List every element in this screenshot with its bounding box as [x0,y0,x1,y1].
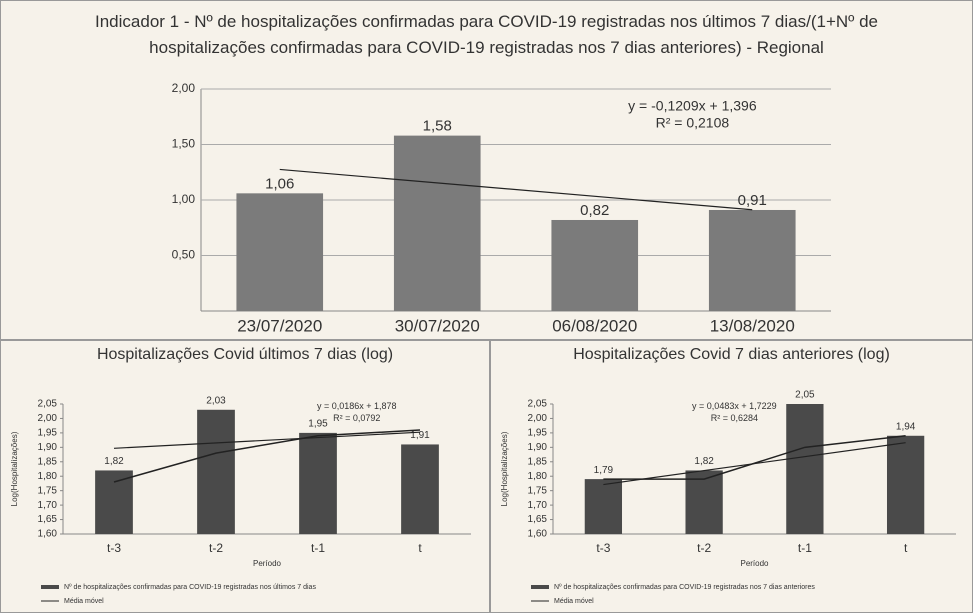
trendline-r2: R² = 0,6284 [711,413,758,423]
bar [401,444,439,534]
left-panel: Hospitalizações Covid últimos 7 dias (lo… [0,340,490,613]
trendline-r2: R² = 0,2108 [656,114,730,130]
y-tick-label: 1,95 [38,428,58,439]
y-tick-label: 1,90 [38,442,58,453]
y-tick-label: 1,85 [38,456,58,467]
x-tick-label: t-2 [209,541,223,555]
page: Indicador 1 - Nº de hospitalizações conf… [0,0,973,613]
x-tick-label: t [904,541,908,555]
bar [709,210,796,311]
x-tick-label: t-2 [697,541,711,555]
bar [585,479,622,534]
y-tick-label: 1,75 [38,485,58,496]
y-tick-label: 2,00 [38,413,58,424]
legend-label: Nº de hospitalizações confirmadas para C… [64,584,316,591]
y-axis-label: Log(Hospitalizações) [10,431,19,506]
y-tick-label: 1,60 [38,529,58,540]
y-tick-label: 0,50 [172,248,196,262]
trendline-equation: y = 0,0186x + 1,878 [317,401,397,411]
chart-title: Indicador 1 - Nº de hospitalizações conf… [1,1,972,61]
value-label: 1,91 [410,430,430,441]
trendline-r2: R² = 0,0792 [333,413,380,423]
legend-label: Média móvel [554,598,594,605]
x-tick-label: 13/08/2020 [710,316,795,335]
y-tick-label: 2,00 [528,413,548,424]
trendline [603,443,905,485]
y-tick-label: 1,00 [172,192,196,206]
x-axis-label: Período [740,559,769,568]
x-tick-label: t-3 [107,541,121,555]
legend-swatch [531,585,549,589]
value-label: 0,82 [580,202,609,219]
bar [551,220,638,311]
right-panel: Hospitalizações Covid 7 dias anteriores … [490,340,973,613]
y-tick-label: 1,80 [38,471,58,482]
legend-label: Média móvel [64,598,104,605]
value-label: 2,03 [206,395,226,406]
chart-title: Hospitalizações Covid últimos 7 dias (lo… [1,341,489,369]
bar [786,404,823,534]
x-tick-label: t-3 [596,541,610,555]
bar [95,470,133,534]
trendline [280,169,753,209]
y-tick-label: 1,65 [528,514,548,525]
value-label: 0,91 [738,192,767,209]
y-tick-label: 1,65 [38,514,58,525]
x-tick-label: t-1 [311,541,325,555]
y-tick-label: 1,70 [528,500,548,511]
moving-average-line [114,430,420,482]
chart: 1,60 1,65 1,70 1,75 1,80 1,85 1,90 1,95 2,00 2,05… [1,369,489,612]
chart: 0,50 1,00 1,50 2,00 23/07/2020 30/07/2020 06/0… [1,61,972,339]
bar [197,410,235,534]
y-tick-label: 1,85 [528,456,548,467]
value-label: 1,58 [423,118,452,135]
bar [394,136,481,311]
y-tick-label: 1,70 [38,500,58,511]
y-tick-label: 2,05 [528,399,548,410]
y-tick-label: 1,60 [528,529,548,540]
x-tick-label: t-1 [798,541,812,555]
bar [887,436,924,534]
moving-average-line [603,436,905,479]
bar [299,433,337,534]
x-tick-label: 30/07/2020 [395,316,480,335]
y-tick-label: 1,50 [172,137,196,151]
value-label: 1,95 [308,419,328,430]
y-tick-label: 2,00 [172,81,196,95]
trendline-equation: y = 0,0483x + 1,7229 [692,401,777,411]
value-label: 2,05 [795,390,815,401]
bar [236,193,323,311]
legend-swatch [41,585,59,589]
y-tick-label: 2,05 [38,399,58,410]
y-tick-label: 1,80 [528,471,548,482]
legend-label: Nº de hospitalizações confirmadas para C… [554,584,815,591]
trendline-equation: y = -0,1209x + 1,396 [628,97,757,113]
bar [685,470,722,534]
x-tick-label: 06/08/2020 [552,316,637,335]
y-tick-label: 1,75 [528,485,548,496]
trendline [114,432,420,448]
value-label: 1,82 [104,456,124,467]
value-label: 1,94 [896,421,916,432]
chart-title: Hospitalizações Covid 7 dias anteriores … [491,341,972,369]
value-label: 1,82 [694,456,714,467]
y-axis-label: Log(Hospitalizações) [500,431,509,506]
x-tick-label: 23/07/2020 [237,316,322,335]
value-label: 1,79 [594,465,614,476]
x-tick-label: t [418,541,422,555]
main-panel: Indicador 1 - Nº de hospitalizações conf… [0,0,973,340]
value-label: 1,06 [265,175,294,192]
y-tick-label: 1,90 [528,442,548,453]
y-tick-label: 1,95 [528,428,548,439]
chart: 1,60 1,65 1,70 1,75 1,80 1,85 1,90 1,95 2,00 2,05… [491,369,972,612]
x-axis-label: Período [253,559,282,568]
